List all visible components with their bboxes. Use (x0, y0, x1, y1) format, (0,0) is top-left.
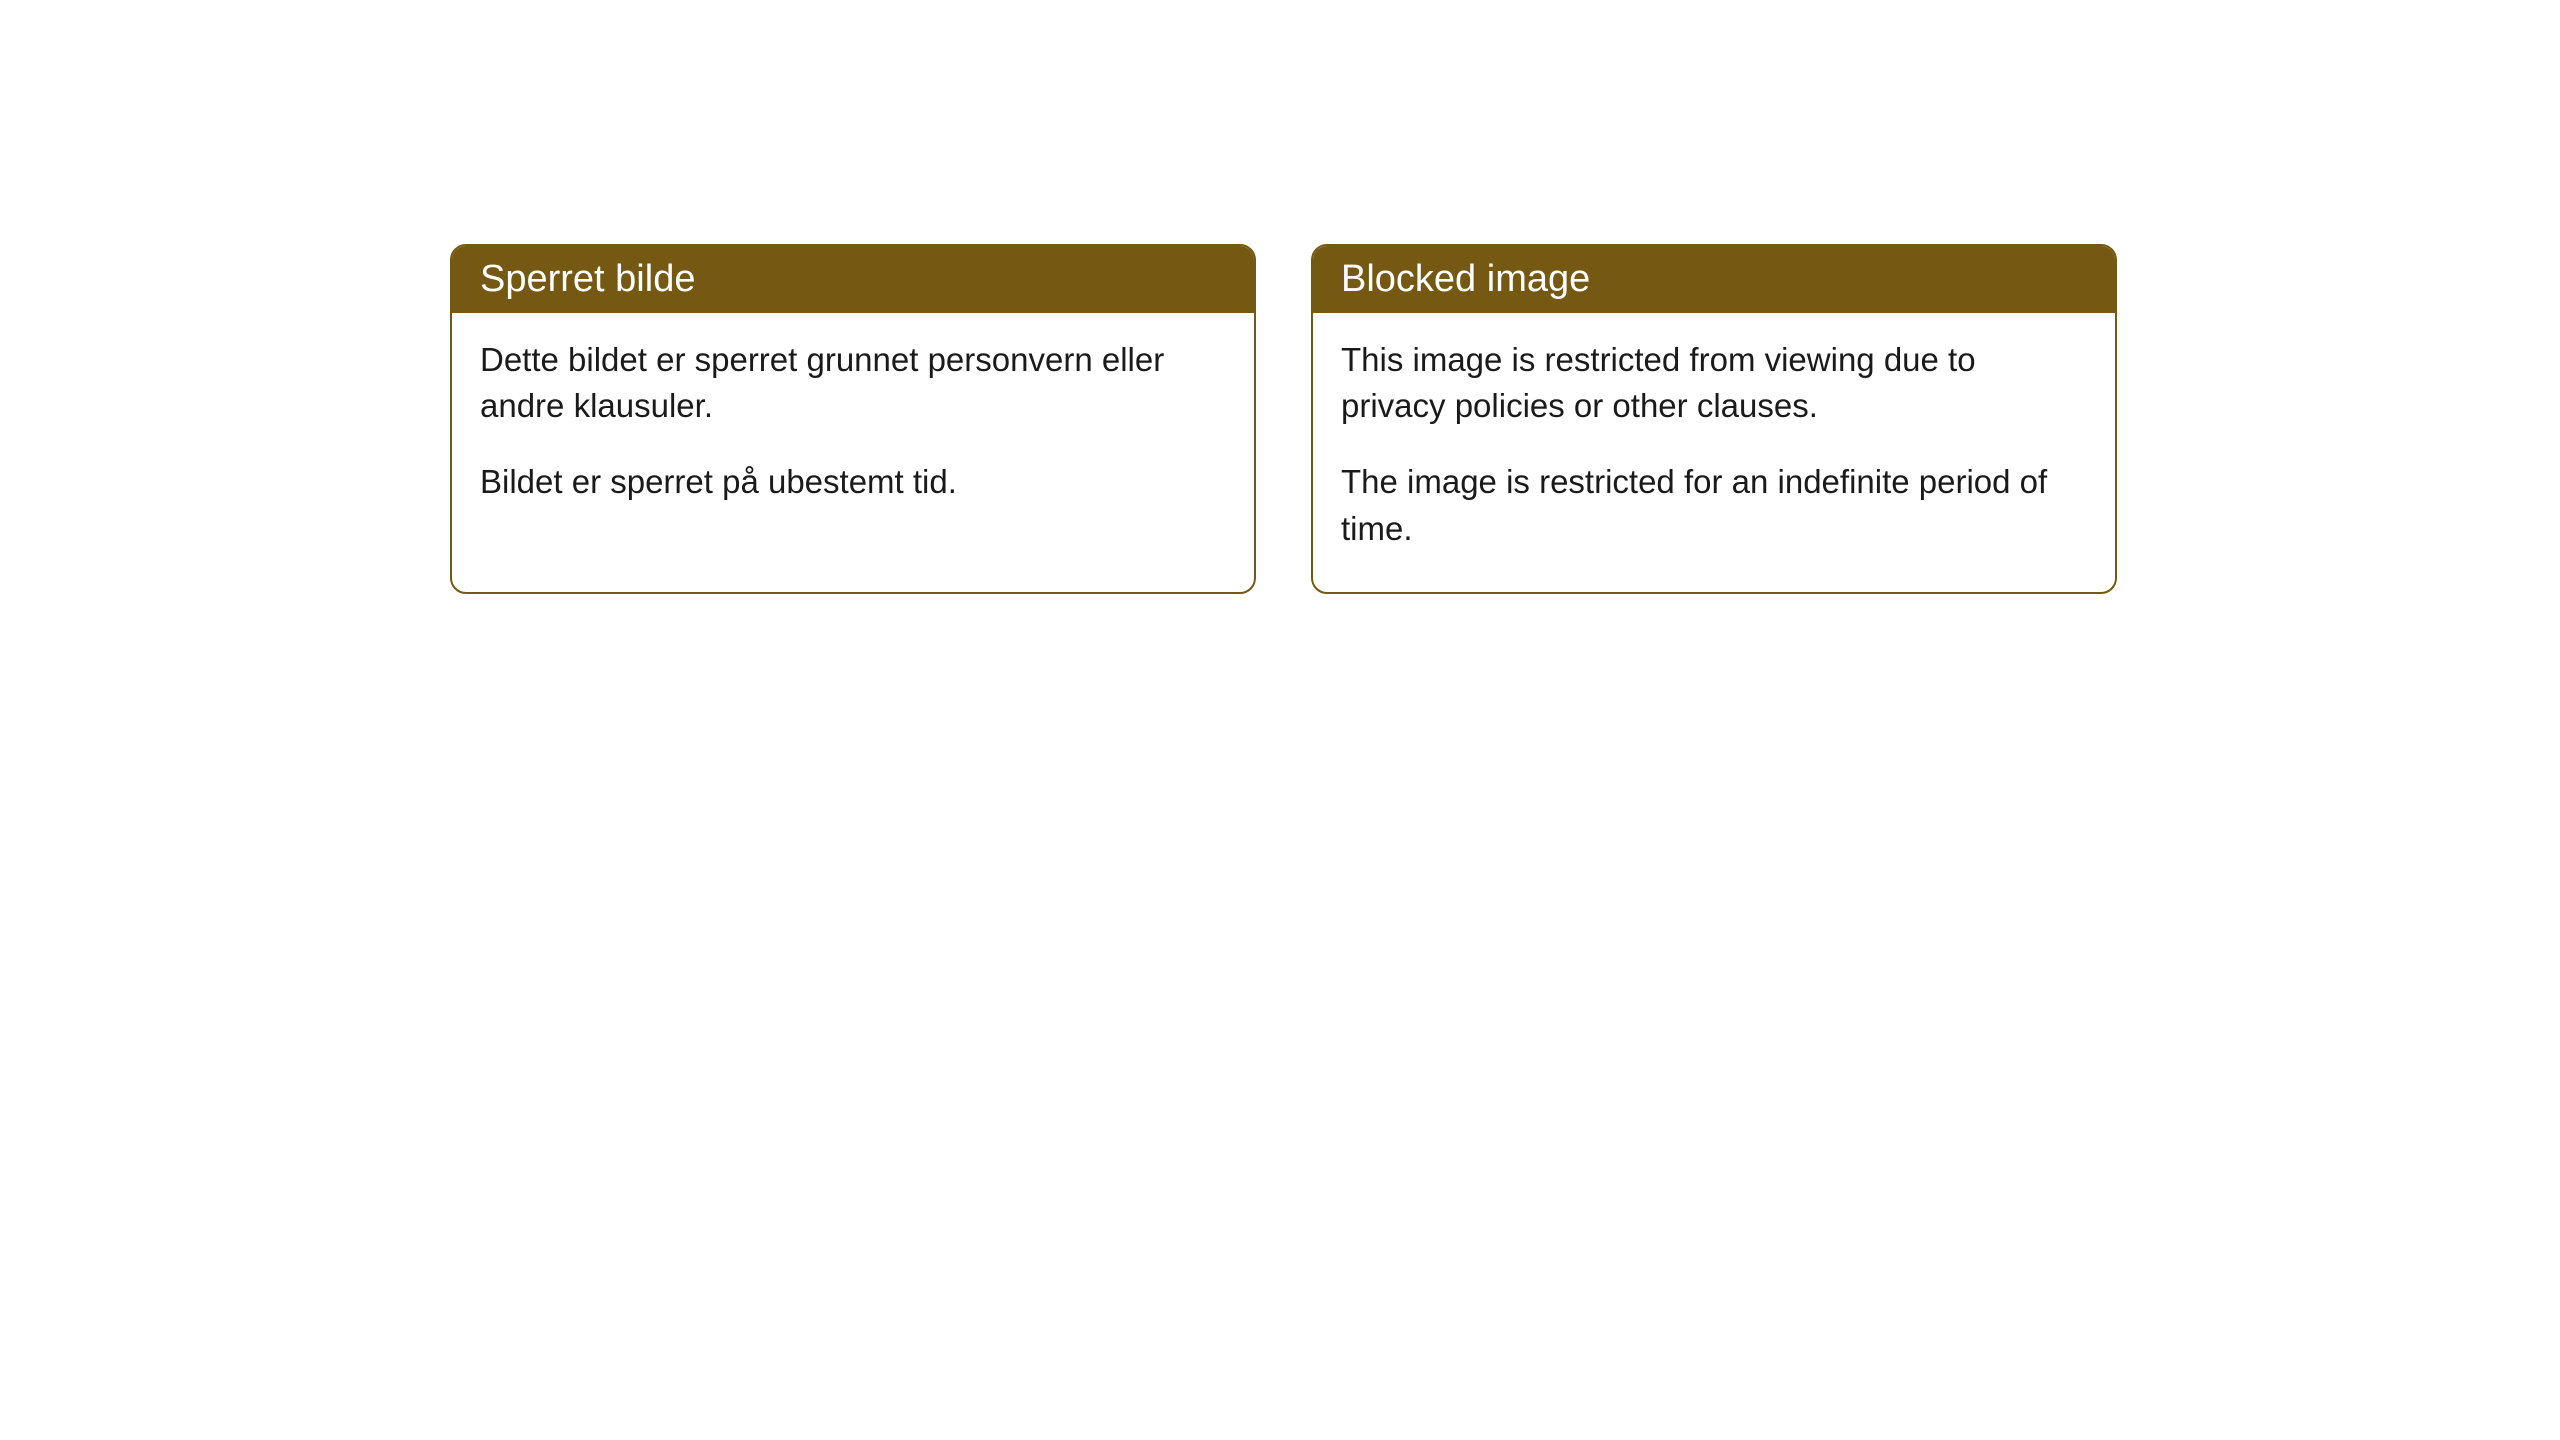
notice-card-english: Blocked image This image is restricted f… (1311, 244, 2117, 594)
card-body: Dette bildet er sperret grunnet personve… (452, 313, 1254, 546)
card-header: Sperret bilde (452, 246, 1254, 313)
notice-card-norwegian: Sperret bilde Dette bildet er sperret gr… (450, 244, 1256, 594)
notice-cards-container: Sperret bilde Dette bildet er sperret gr… (0, 0, 2560, 594)
card-header: Blocked image (1313, 246, 2115, 313)
card-paragraph: Bildet er sperret på ubestemt tid. (480, 459, 1226, 505)
card-title: Sperret bilde (480, 258, 695, 300)
card-body: This image is restricted from viewing du… (1313, 313, 2115, 592)
card-title: Blocked image (1341, 258, 1590, 300)
card-paragraph: The image is restricted for an indefinit… (1341, 459, 2087, 551)
card-paragraph: This image is restricted from viewing du… (1341, 337, 2087, 429)
card-paragraph: Dette bildet er sperret grunnet personve… (480, 337, 1226, 429)
